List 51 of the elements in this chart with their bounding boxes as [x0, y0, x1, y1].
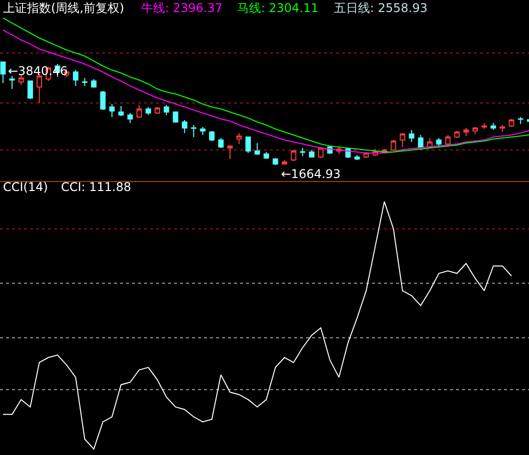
text: 五日线: 2558.93 [334, 1, 428, 15]
candlestick [236, 132, 242, 144]
text: ←1664.93 [281, 167, 341, 181]
candlestick [164, 104, 170, 116]
candlestick [354, 154, 360, 160]
candlestick [245, 136, 251, 154]
chart-title: CCI(14) [3, 180, 48, 194]
candlestick [508, 118, 514, 128]
candlestick [490, 122, 496, 131]
candlestick [28, 80, 33, 100]
candlestick [472, 126, 478, 134]
candlestick [300, 148, 306, 156]
candlestick [390, 140, 396, 152]
candlestick [109, 104, 115, 118]
candlestick [91, 78, 97, 88]
candlestick [200, 126, 206, 136]
candlestick [82, 77, 88, 86]
candlestick [500, 124, 506, 132]
candlestick [418, 134, 424, 148]
candlestick [408, 130, 414, 142]
candlestick [309, 149, 314, 158]
candlestick [190, 124, 196, 138]
candlestick [72, 70, 78, 86]
candlestick [400, 132, 406, 148]
candlestick [290, 149, 296, 162]
candlestick [9, 75, 15, 90]
text: CCI: 111.88 [61, 180, 132, 194]
text: 牛线: 2396.37 [141, 1, 222, 15]
candlestick [146, 106, 151, 116]
candlestick [127, 112, 133, 124]
candlestick [118, 106, 124, 116]
candlestick [227, 145, 233, 160]
candlestick [436, 138, 442, 148]
candlestick [463, 128, 469, 137]
chart-title: 上证指数(周线,前复权) [3, 1, 124, 15]
candlestick [209, 130, 215, 142]
text: 马线: 2304.11 [237, 1, 318, 15]
candlestick [182, 120, 188, 134]
candlestick [0, 62, 6, 84]
candlestick [154, 106, 160, 115]
candlestick [264, 151, 270, 160]
candlestick [100, 90, 106, 110]
candlestick [318, 146, 324, 158]
candlestick [445, 134, 451, 147]
candlestick [272, 157, 278, 166]
candlestick [518, 116, 524, 124]
candlestick [482, 122, 487, 130]
candlestick [36, 74, 42, 104]
candlestick [254, 142, 260, 156]
candlestick [218, 138, 224, 148]
candlestick [136, 104, 142, 118]
